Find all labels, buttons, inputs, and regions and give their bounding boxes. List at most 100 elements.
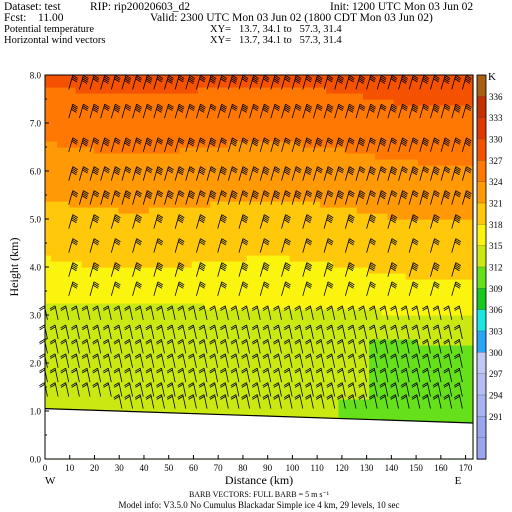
theta-cell [448, 183, 456, 190]
theta-cell [466, 363, 474, 370]
wind-barb-shaft [227, 75, 233, 90]
theta-cell [387, 285, 395, 292]
theta-cell [344, 171, 352, 178]
theta-cell [411, 249, 419, 256]
theta-cell [265, 177, 272, 184]
theta-cell [130, 75, 138, 82]
theta-cell [344, 183, 352, 190]
theta-cell [393, 315, 401, 322]
theta-cell [417, 117, 425, 124]
theta-cell [75, 201, 83, 208]
theta-cell [326, 117, 333, 124]
theta-cell [405, 285, 413, 292]
theta-cell [130, 141, 138, 148]
theta-cell [57, 111, 64, 118]
theta-cell [100, 225, 107, 232]
theta-cell [124, 93, 132, 100]
theta-cell [362, 321, 370, 328]
theta-cell [430, 393, 437, 400]
theta-cell [167, 255, 174, 262]
theta-cell [350, 303, 358, 310]
theta-cell [277, 225, 285, 232]
theta-cell [393, 321, 401, 328]
theta-cell [100, 243, 107, 250]
theta-cell [136, 129, 144, 136]
theta-cell [417, 201, 425, 208]
theta-cell [136, 399, 144, 406]
theta-cell [332, 207, 340, 214]
theta-cell [63, 165, 71, 172]
theta-cell [326, 219, 333, 226]
theta-cell [454, 315, 462, 322]
theta-cell [405, 309, 413, 316]
theta-cell [130, 267, 138, 274]
wind-barb-flag [391, 105, 397, 110]
theta-cell [167, 129, 174, 136]
theta-cell [466, 81, 474, 88]
theta-cell [179, 75, 187, 82]
theta-cell [424, 315, 431, 322]
theta-cell [326, 261, 333, 268]
theta-cell [375, 285, 382, 292]
theta-cell [130, 345, 138, 352]
theta-cell [411, 267, 419, 274]
theta-cell [350, 213, 358, 220]
theta-cell [259, 99, 266, 106]
theta-cell [295, 261, 303, 268]
theta-cell [430, 183, 437, 190]
theta-cell [45, 399, 52, 406]
theta-cell [436, 303, 444, 310]
theta-cell [259, 207, 266, 214]
wind-barb-shaft [196, 75, 201, 90]
theta-cell [387, 111, 395, 118]
theta-cell [265, 147, 272, 154]
theta-cell [375, 357, 382, 364]
theta-cell [63, 177, 71, 184]
theta-cell [393, 225, 401, 232]
theta-cell [289, 369, 297, 376]
theta-cell [295, 159, 303, 166]
wind-barb-flag [103, 140, 110, 145]
theta-cell [320, 141, 327, 148]
theta-cell [167, 123, 174, 130]
theta-cell [197, 195, 205, 202]
wind-barb-shaft [366, 104, 372, 119]
theta-cell [148, 201, 156, 208]
theta-cell [405, 171, 413, 178]
wind-barb-flag [167, 78, 173, 83]
theta-cell [356, 75, 364, 82]
wind-barb-flag [306, 75, 313, 79]
wind-barb-flag [443, 78, 450, 83]
wind-barb-flag [274, 105, 280, 110]
theta-cell [338, 177, 346, 184]
wind-barb [291, 103, 302, 119]
theta-cell [148, 147, 156, 154]
theta-cell [381, 237, 388, 244]
theta-cell [203, 117, 211, 124]
theta-cell [118, 297, 126, 304]
theta-cell [234, 225, 242, 232]
theta-cell [216, 261, 223, 268]
theta-cell [81, 273, 89, 280]
theta-cell [265, 309, 272, 316]
theta-cell [387, 357, 395, 364]
theta-cell [430, 285, 437, 292]
theta-cell [136, 297, 144, 304]
theta-cell [430, 405, 437, 412]
theta-cell [191, 315, 199, 322]
theta-cell [289, 237, 297, 244]
theta-cell [75, 129, 83, 136]
theta-cell [63, 129, 71, 136]
theta-cell [252, 279, 260, 286]
theta-cell [118, 231, 126, 238]
theta-cell [277, 159, 285, 166]
theta-cell [259, 387, 266, 394]
theta-cell [393, 405, 401, 412]
theta-cell [454, 381, 462, 388]
theta-cell [234, 111, 242, 118]
theta-cell [124, 405, 132, 412]
theta-cell [381, 255, 388, 262]
theta-cell [136, 75, 144, 82]
theta-cell [203, 183, 211, 190]
theta-cell [295, 399, 303, 406]
